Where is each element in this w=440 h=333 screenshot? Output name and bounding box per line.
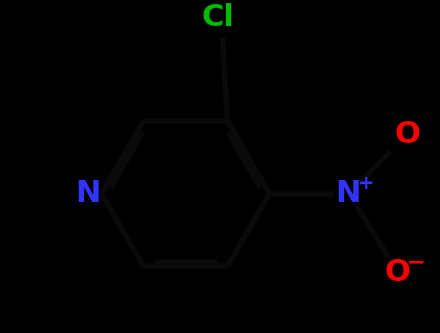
- Text: +: +: [358, 174, 374, 193]
- Text: N: N: [75, 179, 100, 208]
- Text: N: N: [336, 179, 361, 208]
- Text: −: −: [406, 253, 425, 273]
- Text: Cl: Cl: [201, 3, 234, 32]
- Text: O: O: [385, 258, 411, 287]
- Text: O: O: [395, 120, 421, 149]
